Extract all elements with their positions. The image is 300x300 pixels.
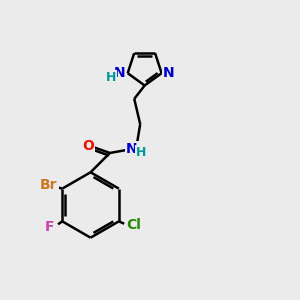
Text: Br: Br (40, 178, 58, 192)
Text: N: N (114, 66, 125, 80)
Text: N: N (163, 66, 175, 80)
Text: F: F (45, 220, 55, 234)
Text: O: O (82, 139, 94, 153)
Text: H: H (106, 71, 116, 84)
Text: Cl: Cl (126, 218, 141, 232)
Text: N: N (126, 142, 138, 156)
Text: H: H (136, 146, 146, 159)
